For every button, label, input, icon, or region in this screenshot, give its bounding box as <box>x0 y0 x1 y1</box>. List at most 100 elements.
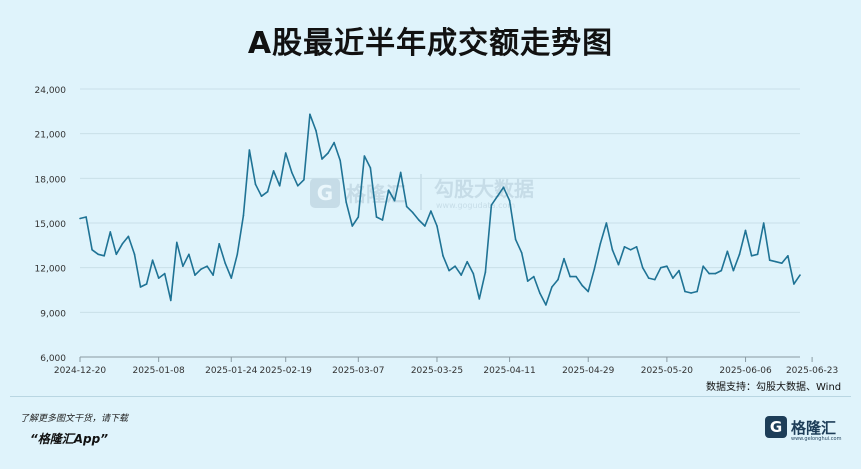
data-point <box>333 141 335 144</box>
data-point <box>454 265 456 268</box>
data-point <box>393 199 396 202</box>
watermark-url: www.gogudata.com <box>436 201 515 210</box>
data-point <box>345 201 348 203</box>
data-point <box>551 286 553 288</box>
data-point <box>412 211 414 214</box>
data-point <box>496 195 499 197</box>
chart-title: A股最近半年成交额走势图 <box>247 26 614 61</box>
data-point <box>641 266 644 269</box>
data-point <box>647 277 650 279</box>
footer-note: 了解更多图文干货，请下载 <box>20 414 129 424</box>
data-point <box>490 204 493 206</box>
data-point <box>254 183 257 186</box>
data-point <box>654 278 656 281</box>
data-point <box>145 283 148 285</box>
data-point <box>309 113 311 116</box>
data-point <box>291 171 293 174</box>
data-point <box>103 255 105 257</box>
data-point <box>599 243 602 245</box>
series-line <box>79 113 801 306</box>
data-point <box>557 278 559 281</box>
data-point <box>781 262 783 265</box>
data-point <box>750 255 753 257</box>
data-point <box>248 149 251 151</box>
data-point <box>357 216 360 218</box>
x-tick-label: 2025-04-29 <box>562 366 615 376</box>
data-point <box>587 290 589 293</box>
svg-text:G: G <box>317 181 333 205</box>
x-tick-label: 2025-03-25 <box>411 366 463 376</box>
data-point <box>260 195 263 197</box>
x-tick-label: 2025-06-23 <box>786 366 838 376</box>
footer-divider <box>10 396 851 397</box>
data-point <box>732 269 735 272</box>
data-point <box>303 179 305 181</box>
data-point <box>660 266 662 269</box>
data-point <box>726 250 729 253</box>
data-point <box>756 253 759 256</box>
data-point <box>139 286 142 288</box>
data-point <box>738 253 741 256</box>
data-point <box>79 217 81 220</box>
y-tick-label: 24,000 <box>35 86 67 96</box>
data-point <box>520 252 523 254</box>
data-point <box>127 235 130 238</box>
data-point <box>514 238 517 241</box>
y-tick-label: 12,000 <box>35 265 67 275</box>
data-point <box>284 152 287 154</box>
data-point <box>533 275 535 278</box>
data-point <box>212 274 214 276</box>
data-point <box>484 271 487 273</box>
data-point <box>526 280 529 282</box>
data-point <box>182 265 184 268</box>
data-point <box>369 167 372 169</box>
data-point <box>327 152 329 154</box>
watermark: G 格隆汇 勾股大数据 www.gogudata.com <box>310 174 534 210</box>
data-point <box>236 253 239 256</box>
data-point <box>678 269 680 272</box>
data-point <box>635 246 638 248</box>
data-point <box>787 255 789 257</box>
data-point <box>399 171 402 174</box>
data-point <box>206 265 208 268</box>
y-tick-label: 6,000 <box>40 354 66 364</box>
data-point <box>133 253 136 256</box>
data-point <box>762 222 765 224</box>
data-point <box>472 272 475 275</box>
data-point <box>278 185 281 187</box>
brand-logo-text: 格隆汇 <box>791 418 837 437</box>
data-point <box>539 292 541 294</box>
brand-logo-icon: G <box>765 416 787 438</box>
data-point <box>799 274 801 276</box>
data-point <box>387 189 390 191</box>
data-point <box>188 253 190 256</box>
data-point <box>242 214 245 217</box>
data-point <box>224 262 226 265</box>
source-note: 数据支持：勾股大数据、Wind <box>706 382 842 393</box>
x-tick-label: 2025-02-19 <box>260 366 313 376</box>
data-point <box>563 257 565 260</box>
data-point <box>744 229 747 232</box>
data-point <box>460 274 463 276</box>
x-tick-label: 2025-03-07 <box>332 366 384 376</box>
data-point <box>200 268 202 271</box>
data-point <box>702 265 704 268</box>
watermark-brand: 格隆汇 <box>346 182 406 206</box>
data-point <box>163 272 166 275</box>
x-tick-label: 2025-01-08 <box>132 366 185 376</box>
data-point <box>115 253 118 256</box>
data-point <box>611 249 614 251</box>
data-point <box>714 272 717 275</box>
data-point <box>593 268 596 271</box>
data-point <box>121 243 124 245</box>
data-point <box>230 277 233 279</box>
data-point <box>690 292 692 294</box>
brand-logo: G 格隆汇 www.gelonghui.com <box>765 414 855 442</box>
data-point <box>775 260 777 263</box>
data-point <box>418 219 420 221</box>
data-point <box>508 199 511 202</box>
data-point <box>617 263 620 266</box>
data-point <box>381 219 384 221</box>
data-point <box>768 259 771 262</box>
data-point <box>91 249 93 251</box>
